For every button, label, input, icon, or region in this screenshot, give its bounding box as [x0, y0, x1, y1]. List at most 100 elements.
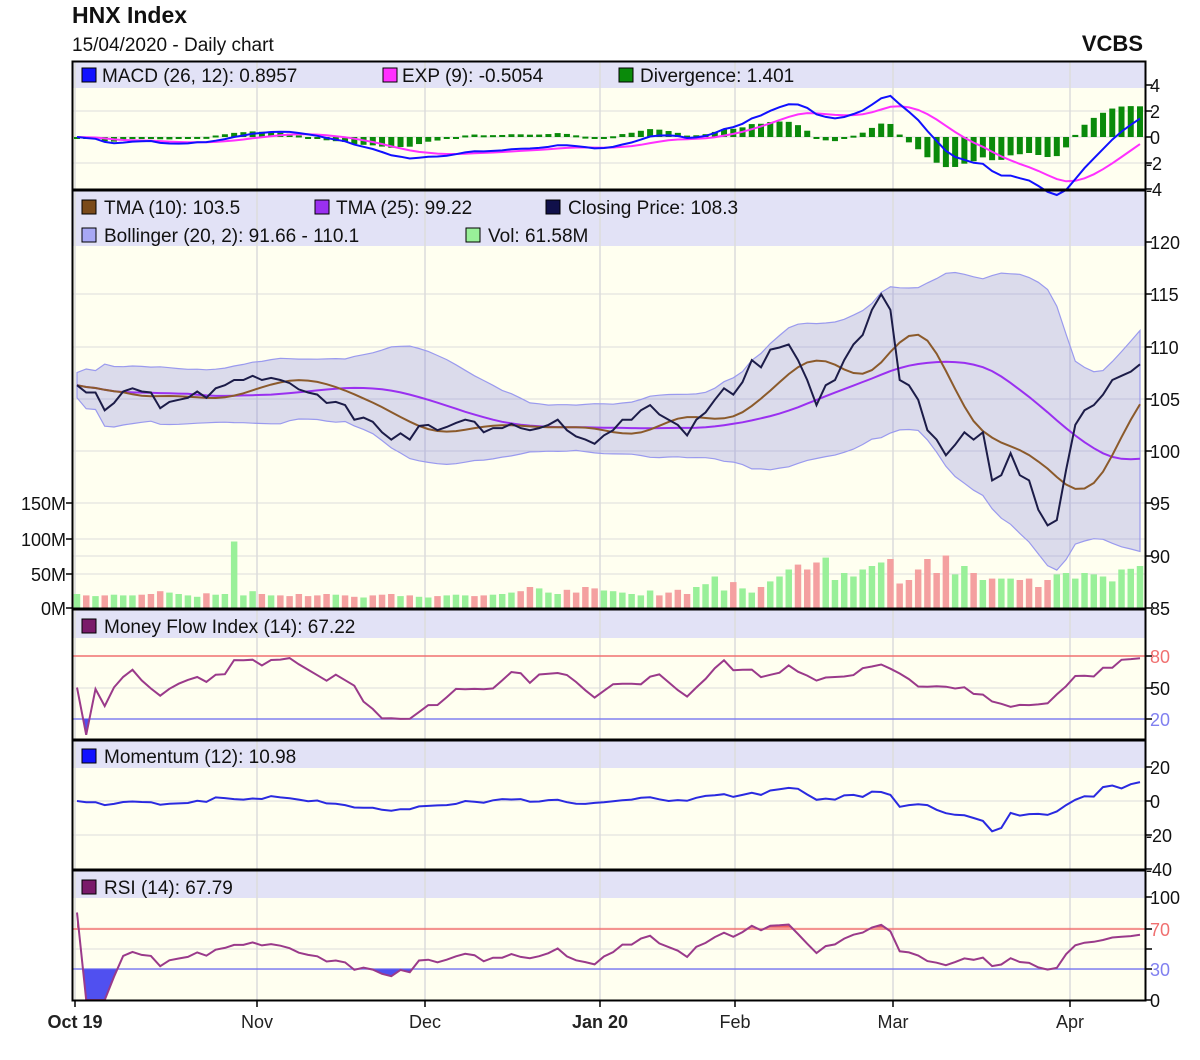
- divergence-bar: [952, 137, 959, 167]
- x-label-jan-20: Jan 20: [572, 1012, 628, 1032]
- volume-bar: [147, 594, 155, 608]
- volume-bar: [563, 589, 571, 608]
- divergence-bar: [221, 134, 228, 137]
- divergence-bar: [1100, 112, 1107, 137]
- divergence-bar: [924, 137, 931, 158]
- divergence-bar: [120, 137, 127, 141]
- volume-bar: [554, 594, 561, 608]
- volume-bar: [905, 580, 913, 608]
- volume-bar: [425, 597, 432, 608]
- volume-bar: [1035, 587, 1042, 608]
- volume-bar: [822, 557, 829, 608]
- divergence-bar: [841, 137, 848, 139]
- divergence-bar: [961, 137, 968, 164]
- chart-marks: [73, 94, 1145, 1001]
- volume-tick-label: 100M: [21, 530, 66, 550]
- price-tick-label: 105: [1150, 390, 1180, 410]
- volume-bar: [951, 574, 959, 608]
- divergence-bar: [1007, 137, 1014, 156]
- divergence-bar: [776, 121, 783, 137]
- momentum-legend-swatch: [81, 748, 97, 764]
- divergence-legend-label: Divergence: 1.401: [640, 66, 794, 87]
- divergence-bar: [1035, 137, 1042, 155]
- volume-tick-label: 150M: [21, 494, 66, 514]
- tma10-legend-label: TMA (10): 103.5: [104, 198, 240, 219]
- volume-bar: [1007, 578, 1014, 608]
- volume-bar: [1109, 581, 1116, 608]
- volume-bar: [323, 594, 330, 608]
- brand-label: VCBS: [1082, 31, 1143, 56]
- volume-bar: [831, 580, 839, 608]
- volume-bar: [193, 596, 201, 608]
- volume-bar: [110, 594, 118, 608]
- momentum-line: [76, 781, 1141, 833]
- volume-bar: [1016, 580, 1024, 608]
- volume-bar: [92, 596, 99, 608]
- close-legend-swatch: [545, 199, 561, 215]
- volume-bar: [702, 584, 709, 608]
- divergence-bar: [1063, 137, 1070, 148]
- macd-line: [76, 94, 1141, 197]
- volume-bar: [156, 591, 164, 608]
- volume-bar: [369, 595, 377, 608]
- rsi-tick-label-100: 100: [1150, 888, 1180, 908]
- divergence-bar: [508, 134, 515, 137]
- volume-bar: [1099, 576, 1107, 608]
- volume-bar: [314, 595, 321, 608]
- volume-bar: [1118, 569, 1125, 608]
- macd-legend-label: MACD (26, 12): 0.8957: [102, 66, 297, 87]
- rsi-tick-label-70: 70: [1150, 920, 1170, 940]
- divergence-bar: [758, 123, 765, 137]
- macd-axis: 4 2 0 -2 -4: [1146, 76, 1162, 200]
- x-label-nov: Nov: [241, 1012, 273, 1032]
- volume-bar: [619, 592, 626, 608]
- macd-tick-label: 2: [1150, 102, 1160, 122]
- divergence-bar: [157, 137, 164, 140]
- volume-bar: [267, 595, 275, 608]
- divergence-bar: [942, 137, 949, 168]
- divergence-bar: [748, 124, 755, 137]
- divergence-bar: [868, 127, 875, 137]
- mfi-legend-band: [73, 610, 1145, 638]
- divergence-bar: [295, 135, 302, 138]
- mfi-tick-label-20: 20: [1150, 710, 1170, 730]
- volume-bar: [415, 596, 423, 608]
- divergence-bar: [1118, 106, 1125, 137]
- volume-bar: [1062, 573, 1070, 608]
- divergence-bar: [674, 132, 681, 137]
- volume-bar: [988, 578, 996, 608]
- divergence-bar: [933, 137, 940, 163]
- volume-bar: [693, 587, 700, 608]
- rsi-axis: 100 70 30 0: [1150, 888, 1180, 1011]
- divergence-bar: [915, 137, 922, 150]
- tma10-legend-swatch: [81, 199, 97, 215]
- rsi-legend: RSI (14): 67.79: [81, 878, 233, 899]
- price-tick-label: 85: [1150, 599, 1170, 619]
- rsi-legend-label: RSI (14): 67.79: [104, 878, 233, 899]
- volume-bar: [434, 596, 441, 608]
- divergence-bar: [416, 137, 423, 145]
- divergence-bar: [203, 136, 210, 139]
- volume-bar: [452, 594, 460, 608]
- momentum-legend-band: [73, 741, 1145, 768]
- divergence-bar: [536, 134, 543, 137]
- divergence-bar: [813, 137, 820, 139]
- momentum-tick-label: -20: [1146, 826, 1172, 846]
- price-axis: 120 115 110 105 100 95 90 85: [1150, 233, 1180, 619]
- divergence-bar: [231, 132, 238, 137]
- volume-bar: [388, 594, 395, 608]
- divergence-legend-swatch: [618, 67, 634, 83]
- divergence-bar: [129, 137, 136, 139]
- volume-legend-swatch: [465, 227, 481, 243]
- rsi-tick-label-0: 0: [1150, 991, 1160, 1011]
- divergence-bar: [452, 137, 459, 139]
- divergence-bar: [721, 129, 728, 137]
- volume-bar: [665, 592, 672, 608]
- volume-bar: [471, 596, 478, 608]
- divergence-bar: [896, 134, 903, 137]
- divergence-bar: [647, 129, 654, 137]
- divergence-bar: [212, 135, 219, 138]
- tma10-line: [76, 333, 1141, 490]
- volume-bar: [979, 580, 987, 608]
- divergence-bar: [443, 137, 450, 140]
